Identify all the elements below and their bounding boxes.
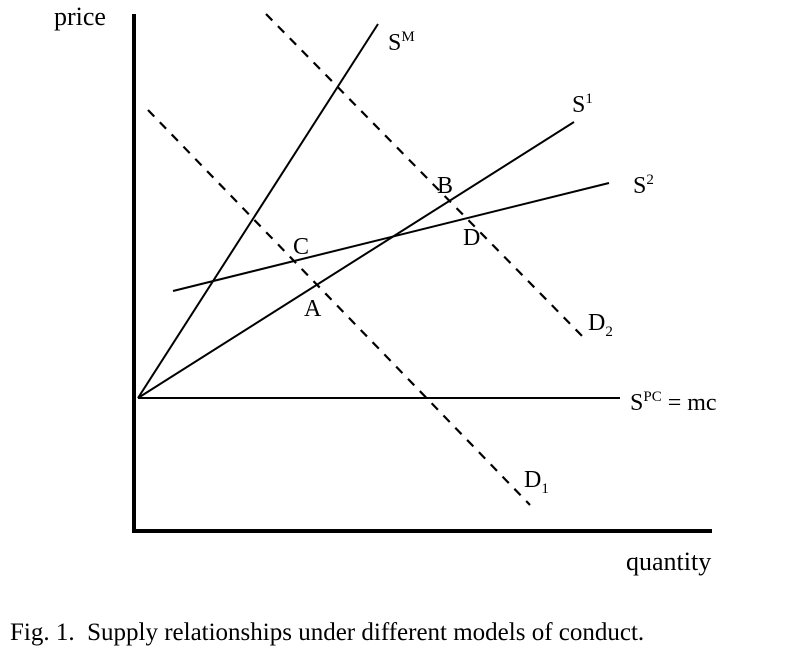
point-label-b: B	[437, 173, 453, 199]
label-s-2: S2	[633, 172, 654, 199]
demand-curve-d2	[265, 13, 587, 341]
point-label-d: D	[463, 225, 480, 251]
y-axis-label: price	[54, 2, 106, 31]
point-label-c: C	[293, 234, 309, 260]
supply-curve-monopoly	[137, 23, 379, 399]
label-d-2: D2	[588, 310, 613, 340]
supply-curve-s2	[172, 182, 610, 292]
point-label-a: A	[304, 296, 322, 322]
label-d-1: D1	[524, 467, 549, 497]
label-s-1: S1	[572, 91, 593, 118]
figure-caption: Fig. 1. Supply relationships under diffe…	[10, 619, 644, 646]
demand-curve-d1	[147, 109, 531, 506]
label-s-pc: SPC = mc	[630, 389, 717, 416]
x-axis-label: quantity	[626, 547, 711, 576]
label-s-m: SM	[388, 29, 415, 56]
supply-curve-s1	[137, 121, 575, 399]
